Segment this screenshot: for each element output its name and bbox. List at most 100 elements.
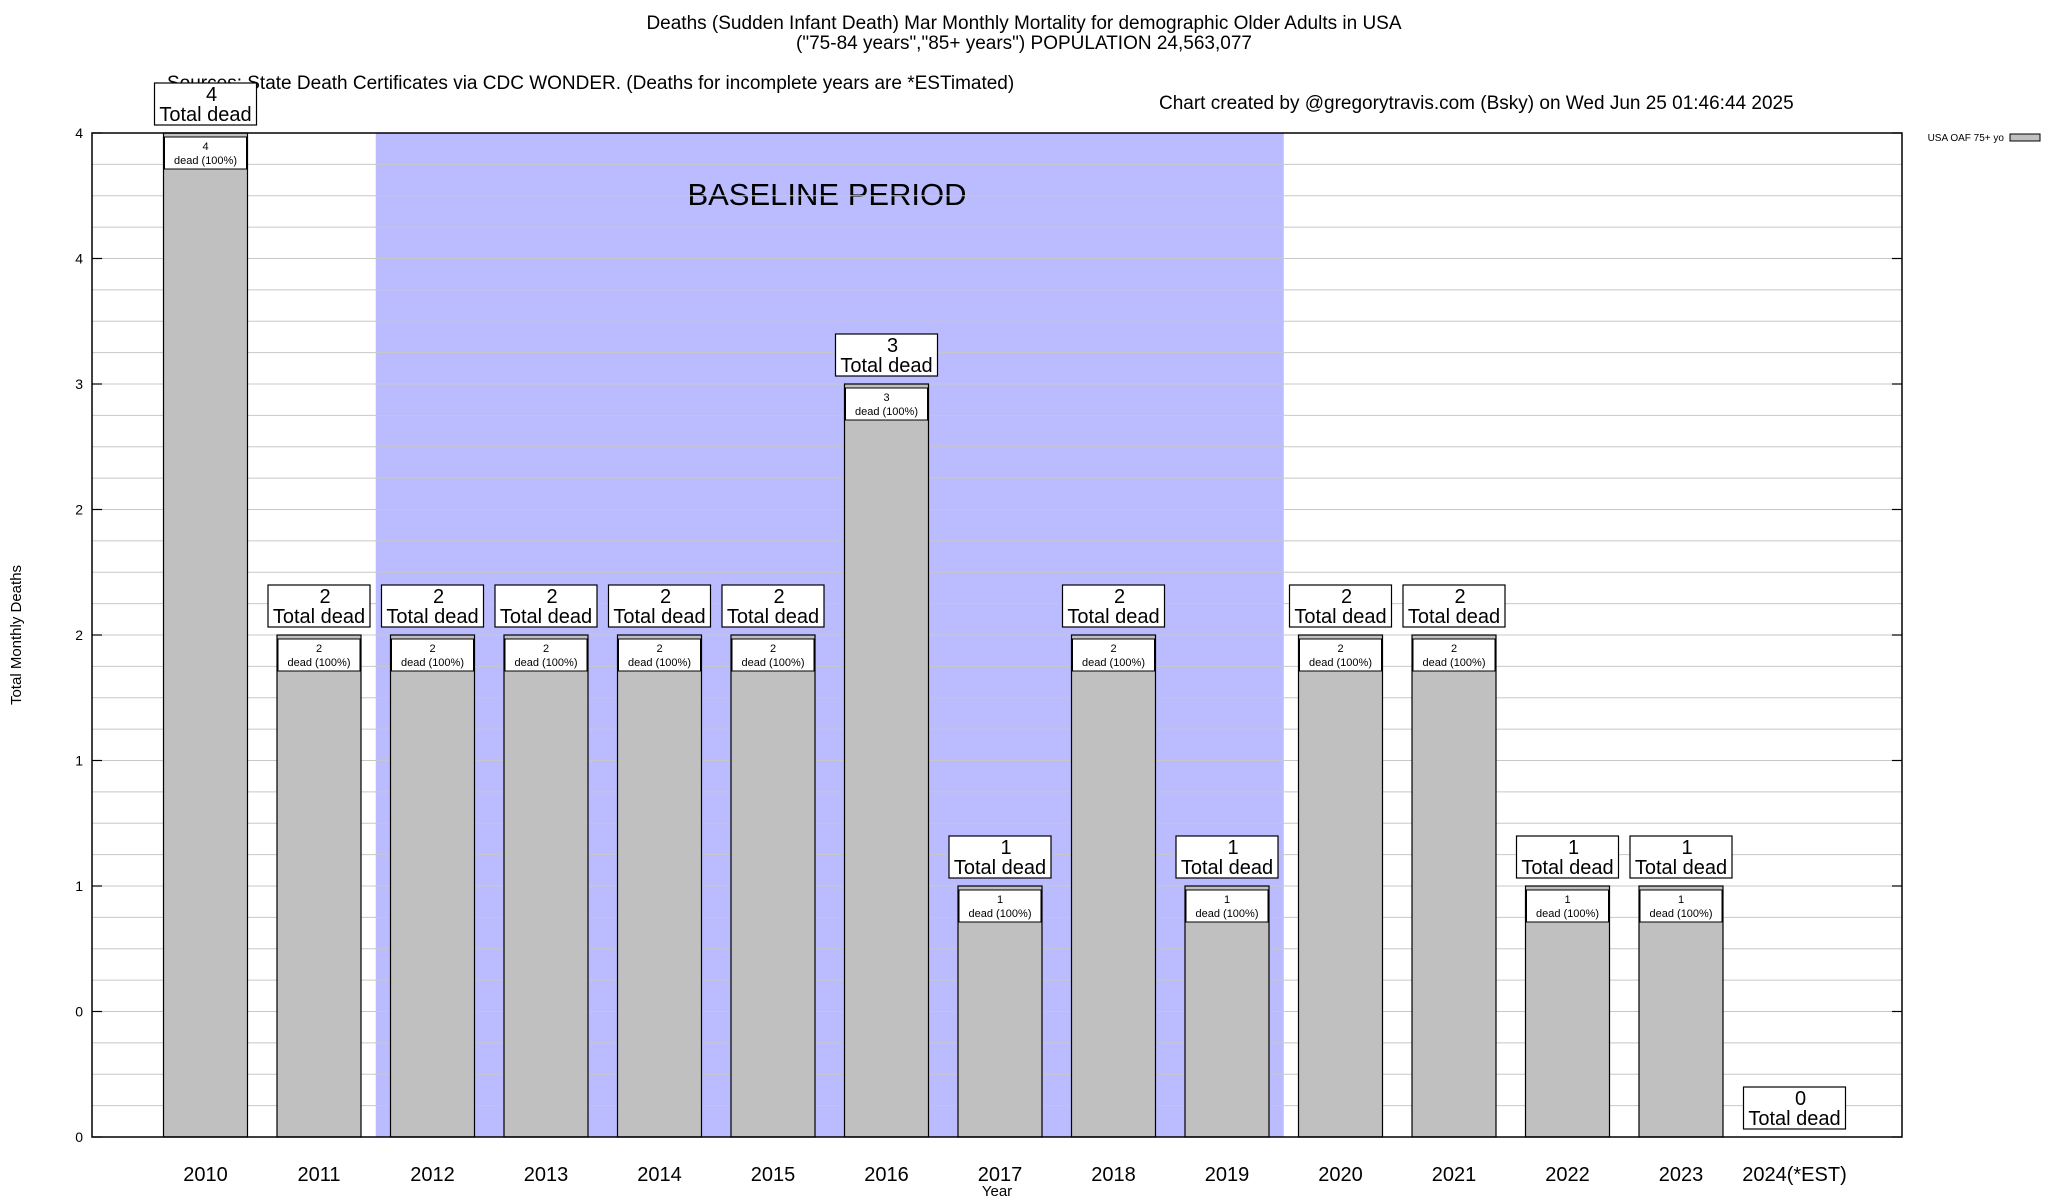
bar-inner-label: dead (100%) xyxy=(401,657,464,669)
bar-inner-value: 4 xyxy=(202,141,208,153)
x-axis-title: Year xyxy=(982,1183,1012,1200)
bar-inner-value: 2 xyxy=(1337,643,1343,655)
bar-total-label-box xyxy=(1402,584,1506,628)
chart-credit: Chart created by @gregorytravis.com (Bsk… xyxy=(1159,93,1794,114)
bar-total-value: 2 xyxy=(433,586,444,608)
bar-inner-value: 1 xyxy=(997,894,1003,906)
bar-inner-value: 2 xyxy=(429,643,435,655)
x-tick-label: 2011 xyxy=(297,1164,340,1186)
bar xyxy=(389,634,476,1138)
bar-inner-value: 2 xyxy=(1110,643,1116,655)
bar-inner-label: dead (100%) xyxy=(1423,657,1486,669)
bar-inner-label-box xyxy=(731,638,815,672)
bar xyxy=(730,634,816,1138)
bar-inner-label-box xyxy=(164,136,247,170)
x-tick-label: 2020 xyxy=(1318,1164,1363,1186)
bar-total-value: 1 xyxy=(1000,837,1011,859)
bar-total-label-box xyxy=(380,584,485,628)
bar-inner-value: 3 xyxy=(883,392,889,404)
bar-total-label: Total dead xyxy=(1635,857,1727,879)
bar-inner-label: dead (100%) xyxy=(742,657,805,669)
bar-inner-label-box xyxy=(845,387,928,421)
bar-inner-label-box xyxy=(1072,638,1155,672)
x-tick-label: 2019 xyxy=(1205,1164,1250,1186)
y-tick-label: 3 xyxy=(75,376,83,392)
bar xyxy=(957,885,1043,1138)
y-tick-label: 4 xyxy=(75,125,83,141)
bar-total-label-box xyxy=(1061,584,1166,628)
bar xyxy=(1297,634,1384,1138)
x-tick-label: 2017 xyxy=(978,1164,1023,1186)
x-tick-label: 2016 xyxy=(864,1164,909,1186)
bar-total-label: Total dead xyxy=(1408,606,1500,628)
y-tick-label: 0 xyxy=(75,1129,83,1145)
bar-inner-label: dead (100%) xyxy=(174,155,237,167)
x-tick-label: 2022 xyxy=(1545,1164,1590,1186)
bar-total-label: Total dead xyxy=(1748,1108,1840,1130)
bars-layer xyxy=(162,132,1798,1138)
bar-inner-label: dead (100%) xyxy=(1309,657,1372,669)
bar-total-value: 3 xyxy=(887,335,898,357)
bar-total-value: 0 xyxy=(1795,1088,1806,1110)
bar-inner-label-box xyxy=(1412,638,1496,672)
bar-inner-label: dead (100%) xyxy=(1650,908,1713,920)
bar-total-label: Total dead xyxy=(1181,857,1273,879)
bar-total-label: Total dead xyxy=(727,606,819,628)
bar-inner-label: dead (100%) xyxy=(969,908,1032,920)
bar-total-label: Total dead xyxy=(273,606,365,628)
bar-inner-label-box xyxy=(1299,638,1382,672)
bar xyxy=(1184,885,1270,1138)
chart-title: Deaths (Sudden Infant Death) Mar Monthly… xyxy=(646,13,1402,34)
bar-inner-label-box xyxy=(504,638,588,672)
bar-inner-value: 2 xyxy=(316,643,322,655)
bar-total-label-box xyxy=(1742,1086,1847,1130)
bar-total-value: 2 xyxy=(1114,586,1125,608)
legend-layer: USA OAF 75+ yo xyxy=(1928,133,2041,144)
legend-label: USA OAF 75+ yo xyxy=(1928,133,2005,144)
bar-inner-value: 1 xyxy=(1224,894,1230,906)
bar-total-label-box xyxy=(153,82,258,126)
bar-inner-label: dead (100%) xyxy=(628,657,691,669)
bar xyxy=(616,634,703,1138)
y-tick-label: 2 xyxy=(75,627,83,643)
x-tick-label: 2010 xyxy=(183,1164,228,1186)
x-tick-label: 2015 xyxy=(751,1164,796,1186)
bar-inner-label-box xyxy=(391,638,474,672)
bar-inner-value: 2 xyxy=(656,643,662,655)
bar-total-label: Total dead xyxy=(1067,606,1159,628)
bar xyxy=(1411,634,1497,1138)
bar xyxy=(162,132,249,1138)
y-tick-label: 2 xyxy=(75,502,83,518)
bar-total-value: 2 xyxy=(1454,586,1465,608)
bar xyxy=(276,634,362,1138)
bar-inner-label-box xyxy=(1526,889,1609,923)
axis-layer: 2010 2011 2012 2 0 1 3 2 0 1 4 2015 2016 2017 2018 2019… xyxy=(8,125,1903,1200)
bar-total-value: 4 xyxy=(206,84,217,106)
bar-total-label: Total dead xyxy=(500,606,592,628)
y-tick-label: 1 xyxy=(75,878,83,894)
bar-inner-label-box xyxy=(1639,889,1723,923)
bar-inner-value: 2 xyxy=(770,643,776,655)
y-axis-title: Total Monthly Deaths xyxy=(8,565,25,705)
bar-total-label-box xyxy=(948,835,1052,879)
x-tick-label: 2012 xyxy=(410,1164,455,1186)
bar-total-value: 2 xyxy=(1341,586,1352,608)
bar-inner-label-box xyxy=(618,638,701,672)
bar-total-value: 1 xyxy=(1681,837,1692,859)
bar-total-value: 1 xyxy=(1227,837,1238,859)
bar-inner-label-box xyxy=(277,638,361,672)
bar-total-label: Total dead xyxy=(1521,857,1613,879)
bar-total-label-box xyxy=(1175,835,1279,879)
bar-total-label: Total dead xyxy=(159,104,251,126)
bar-total-label-box xyxy=(1288,584,1393,628)
bar-total-label-box xyxy=(834,333,939,377)
bar-total-value: 1 xyxy=(1568,837,1579,859)
chart-subtitle: ("75-84 years","85+ years") POPULATION 2… xyxy=(796,33,1252,54)
bar-total-label-box xyxy=(1629,835,1733,879)
x-tick-label: 2018 xyxy=(1091,1164,1136,1186)
bar-total-value: 2 xyxy=(773,586,784,608)
bar-inner-label: dead (100%) xyxy=(1082,657,1145,669)
bar xyxy=(1524,885,1611,1138)
